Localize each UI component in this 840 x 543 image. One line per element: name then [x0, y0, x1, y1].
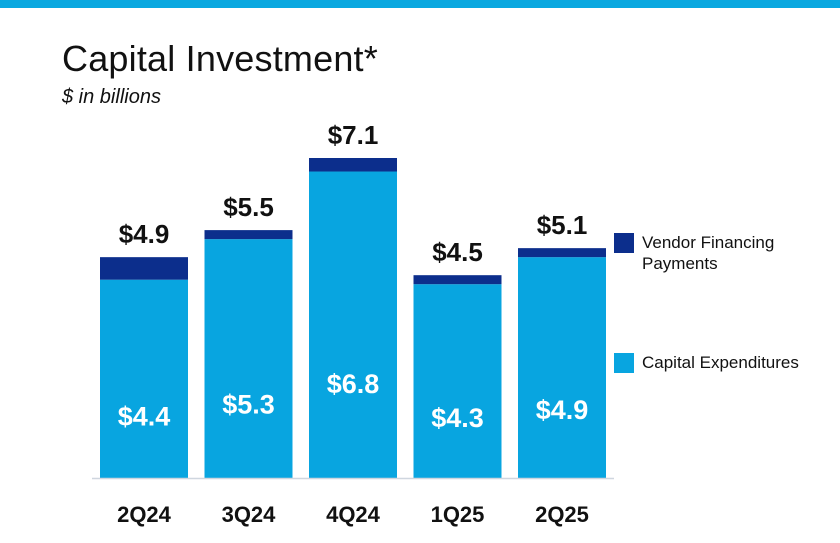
legend-item-capital-expenditures: Capital Expenditures	[614, 352, 822, 373]
legend-label-vendor: Vendor Financing Payments	[642, 233, 775, 273]
chart-subtitle: $ in billions	[62, 86, 161, 108]
x-tick-label-3Q24: 3Q24	[222, 502, 277, 527]
data-label-total-2Q24: $4.9	[119, 219, 170, 249]
bar-capex-2Q24	[100, 279, 188, 478]
top-accent-bar	[0, 0, 840, 8]
data-label-capex-3Q24: $5.3	[222, 389, 275, 419]
data-label-total-1Q25: $4.5	[432, 237, 483, 267]
legend-item-vendor-financing: Vendor Financing Payments	[614, 232, 822, 274]
x-tick-label-2Q25: 2Q25	[535, 502, 589, 527]
legend-swatch-vendor	[614, 233, 634, 253]
data-label-capex-2Q25: $4.9	[536, 395, 589, 425]
legend-label-capex: Capital Expenditures	[642, 353, 799, 372]
bar-capex-4Q24	[309, 171, 397, 479]
data-label-capex-2Q24: $4.4	[118, 402, 171, 432]
data-label-total-2Q25: $5.1	[537, 210, 588, 240]
data-label-total-3Q24: $5.5	[223, 192, 274, 222]
bar-capex-1Q25	[413, 284, 502, 478]
bar-vendor-1Q25	[413, 275, 502, 285]
legend-swatch-capex	[614, 353, 634, 373]
bar-capex-2Q25	[518, 257, 606, 478]
bar-vendor-3Q24	[204, 230, 293, 240]
x-tick-label-1Q25: 1Q25	[431, 502, 485, 527]
x-tick-label-2Q24: 2Q24	[117, 502, 172, 527]
data-label-capex-4Q24: $6.8	[327, 369, 380, 399]
bar-vendor-4Q24	[309, 158, 397, 172]
data-label-capex-1Q25: $4.3	[431, 403, 484, 433]
chart-title: Capital Investment*	[62, 38, 378, 79]
bar-capex-3Q24	[204, 239, 293, 478]
bar-vendor-2Q25	[518, 248, 606, 258]
data-label-total-4Q24: $7.1	[328, 120, 379, 150]
x-tick-label-4Q24: 4Q24	[326, 502, 381, 527]
bar-vendor-2Q24	[100, 257, 188, 280]
